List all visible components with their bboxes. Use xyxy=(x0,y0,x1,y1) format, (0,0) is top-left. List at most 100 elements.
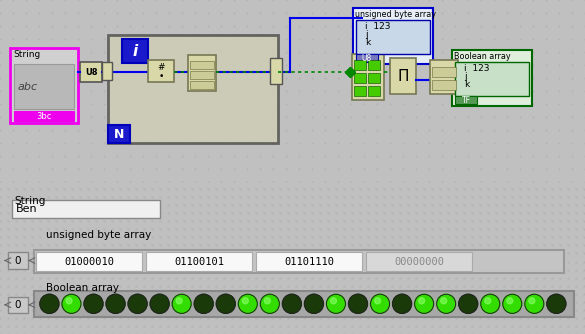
Text: abc: abc xyxy=(18,81,38,92)
Bar xyxy=(430,60,458,94)
Text: 0: 0 xyxy=(15,300,21,310)
Text: i  123: i 123 xyxy=(365,22,391,31)
Bar xyxy=(368,60,380,70)
Circle shape xyxy=(264,298,270,304)
Circle shape xyxy=(238,294,257,313)
Text: 01000010: 01000010 xyxy=(64,257,114,267)
Text: U8: U8 xyxy=(362,53,372,62)
Text: i: i xyxy=(132,43,137,58)
Circle shape xyxy=(393,294,412,313)
Text: Boolean array: Boolean array xyxy=(454,52,511,61)
Text: j: j xyxy=(464,72,467,81)
Bar xyxy=(366,253,472,271)
Bar xyxy=(452,50,532,106)
Bar xyxy=(108,35,278,143)
Bar xyxy=(190,81,214,89)
Bar xyxy=(14,64,74,109)
Text: k: k xyxy=(464,80,469,89)
Circle shape xyxy=(176,298,182,304)
Circle shape xyxy=(415,294,433,313)
Bar xyxy=(80,62,102,82)
Circle shape xyxy=(459,294,478,313)
Bar xyxy=(8,253,28,269)
Text: String: String xyxy=(14,196,46,206)
Bar xyxy=(34,250,564,273)
Bar xyxy=(353,8,433,64)
Circle shape xyxy=(419,298,425,304)
Circle shape xyxy=(503,294,522,313)
Bar xyxy=(10,48,78,123)
Text: TF: TF xyxy=(462,96,470,105)
Circle shape xyxy=(128,294,147,313)
Text: Π: Π xyxy=(397,68,409,84)
Text: 0: 0 xyxy=(15,256,21,266)
Bar xyxy=(390,58,416,94)
Circle shape xyxy=(40,294,59,313)
Text: U8: U8 xyxy=(85,67,97,76)
Text: k: k xyxy=(365,38,370,47)
Bar xyxy=(8,297,28,313)
Text: i  123: i 123 xyxy=(464,64,490,73)
Bar xyxy=(34,291,574,317)
Circle shape xyxy=(374,298,381,304)
Circle shape xyxy=(106,294,125,313)
Bar xyxy=(432,67,456,77)
Bar xyxy=(356,54,378,62)
Bar xyxy=(432,80,456,90)
Bar xyxy=(190,71,214,79)
Text: 00000000: 00000000 xyxy=(394,257,444,267)
Circle shape xyxy=(62,294,81,313)
Circle shape xyxy=(283,294,301,313)
Text: 01101110: 01101110 xyxy=(284,257,334,267)
Bar xyxy=(146,253,252,271)
Circle shape xyxy=(529,298,535,304)
Circle shape xyxy=(507,298,513,304)
Text: String: String xyxy=(13,50,40,59)
Text: N: N xyxy=(114,128,124,141)
Bar xyxy=(368,73,380,83)
Text: #
•: # • xyxy=(157,63,165,81)
Text: 01100101: 01100101 xyxy=(174,257,224,267)
Circle shape xyxy=(525,294,544,313)
Circle shape xyxy=(370,294,390,313)
Circle shape xyxy=(150,294,169,313)
Bar xyxy=(354,86,366,96)
Bar xyxy=(108,125,130,143)
Bar xyxy=(352,54,384,100)
Text: j: j xyxy=(365,30,367,39)
Circle shape xyxy=(216,294,235,313)
Circle shape xyxy=(260,294,279,313)
Bar xyxy=(122,39,148,63)
Circle shape xyxy=(172,294,191,313)
Circle shape xyxy=(66,298,72,304)
Circle shape xyxy=(242,298,249,304)
Text: unsigned byte array: unsigned byte array xyxy=(46,230,152,240)
Bar xyxy=(188,55,216,91)
Circle shape xyxy=(331,298,336,304)
Bar xyxy=(368,86,380,96)
Circle shape xyxy=(326,294,346,313)
Bar xyxy=(14,111,74,121)
Bar xyxy=(148,60,174,82)
Bar xyxy=(455,62,529,96)
Circle shape xyxy=(84,294,103,313)
Bar xyxy=(190,61,214,69)
Text: Boolean array: Boolean array xyxy=(46,283,119,293)
Bar xyxy=(256,253,362,271)
Text: 3bc: 3bc xyxy=(36,112,51,121)
Circle shape xyxy=(481,294,500,313)
Bar xyxy=(455,96,477,104)
Bar xyxy=(270,58,282,84)
Circle shape xyxy=(194,294,213,313)
Circle shape xyxy=(485,298,491,304)
Text: unsigned byte array: unsigned byte array xyxy=(355,10,436,19)
Bar xyxy=(12,200,160,218)
Text: Ben: Ben xyxy=(16,204,37,214)
Circle shape xyxy=(436,294,456,313)
Bar xyxy=(356,20,430,54)
Circle shape xyxy=(441,298,447,304)
Circle shape xyxy=(304,294,324,313)
Bar xyxy=(354,73,366,83)
Circle shape xyxy=(349,294,367,313)
Bar xyxy=(354,60,366,70)
